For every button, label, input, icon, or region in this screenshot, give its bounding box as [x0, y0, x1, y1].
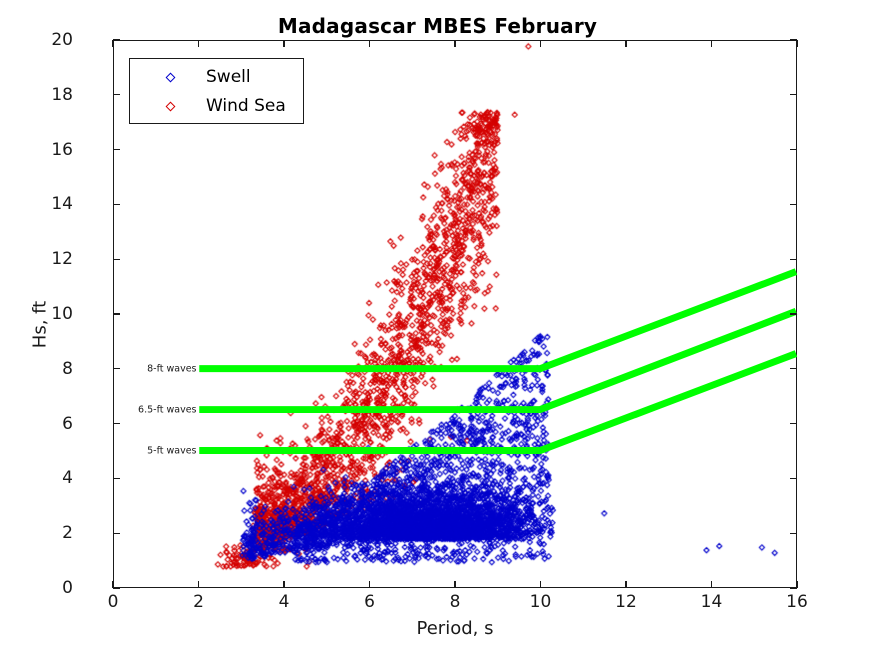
threshold-label-0: 8-ft waves	[147, 363, 197, 375]
plot-area	[113, 40, 798, 588]
x-tick-0	[112, 40, 114, 47]
threshold-lines-layer	[199, 268, 798, 454]
x-axis-label: Period, s	[416, 618, 494, 639]
y-axis-label: Hs, ft	[29, 300, 51, 349]
x-tick-16	[796, 40, 798, 47]
y-tick-20	[790, 39, 797, 41]
y-tick-12	[113, 258, 120, 260]
chart-title: Madagascar MBES February	[277, 14, 598, 38]
legend-label-wind-sea: Wind Sea	[206, 96, 286, 116]
x-tick-6	[368, 40, 371, 47]
x-tick-4	[283, 40, 285, 47]
threshold-label-1: 6.5-ft waves	[138, 404, 197, 416]
legend-label-swell: Swell	[206, 67, 251, 87]
y-tick-4	[790, 477, 797, 480]
y-tick-14	[113, 203, 120, 206]
y-tick-0	[790, 587, 797, 589]
y-tick-0	[113, 587, 120, 589]
legend-item-wind-sea[interactable]: Wind Sea	[130, 92, 303, 120]
y-tick-14	[790, 203, 797, 206]
y-tick-label-20: 20	[51, 30, 73, 50]
y-tick-16	[113, 148, 120, 151]
x-tick-label-4: 4	[278, 592, 290, 612]
y-tick-8	[790, 368, 797, 370]
y-tick-label-16: 16	[51, 139, 73, 160]
y-tick-2	[113, 532, 120, 534]
x-tick-label-2: 2	[193, 592, 204, 612]
y-tick-label-6: 6	[62, 413, 73, 434]
x-tick-8	[454, 581, 456, 588]
y-tick-6	[790, 422, 797, 425]
y-tick-18	[790, 94, 797, 96]
legend-marker-wind-sea	[165, 101, 175, 111]
x-tick-12	[625, 581, 627, 588]
y-tick-8	[113, 368, 120, 370]
y-tick-label-12: 12	[51, 249, 73, 270]
y-tick-2	[790, 532, 797, 534]
x-tick-label-14: 14	[700, 592, 723, 612]
legend-marker-swell	[165, 72, 175, 82]
y-tick-label-4: 4	[62, 468, 73, 489]
y-tick-10	[113, 313, 120, 315]
x-tick-0	[112, 581, 114, 588]
y-tick-20	[113, 39, 120, 41]
y-tick-label-14: 14	[51, 194, 73, 215]
y-tick-label-10: 10	[51, 304, 73, 324]
threshold-label-2: 5-ft waves	[147, 445, 197, 457]
y-tick-10	[790, 313, 797, 315]
x-tick-6	[368, 581, 371, 588]
y-tick-16	[790, 148, 797, 151]
y-tick-6	[113, 422, 120, 425]
threshold-line-1	[199, 308, 798, 414]
y-tick-label-0: 0	[62, 578, 73, 598]
x-tick-label-10: 10	[529, 592, 552, 612]
x-tick-8	[454, 40, 456, 47]
x-tick-12	[625, 40, 627, 47]
y-tick-18	[113, 94, 120, 96]
x-tick-label-6: 6	[364, 592, 375, 612]
y-tick-12	[790, 258, 797, 260]
x-tick-16	[796, 581, 798, 588]
y-tick-label-18: 18	[51, 84, 73, 105]
y-tick-label-8: 8	[62, 358, 73, 379]
x-tick-2	[197, 581, 200, 588]
threshold-line-0	[199, 268, 798, 373]
y-tick-label-2: 2	[62, 523, 73, 544]
x-tick-4	[283, 581, 285, 588]
x-tick-label-8: 8	[449, 592, 461, 612]
x-tick-10	[539, 40, 542, 47]
legend-item-swell[interactable]: Swell	[130, 63, 303, 91]
x-tick-label-12: 12	[615, 592, 637, 612]
x-tick-14	[710, 581, 713, 588]
x-tick-10	[539, 581, 542, 588]
x-tick-2	[197, 40, 200, 47]
y-tick-4	[113, 477, 120, 480]
x-tick-14	[710, 40, 713, 47]
x-tick-label-16: 16	[786, 592, 808, 612]
legend-box: Swell Wind Sea	[129, 58, 304, 124]
threshold-line-2	[199, 350, 798, 454]
x-tick-label-0: 0	[107, 592, 119, 612]
